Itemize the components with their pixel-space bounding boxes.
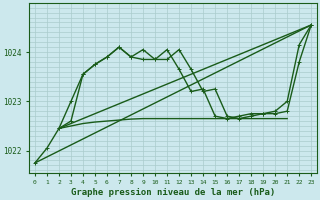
X-axis label: Graphe pression niveau de la mer (hPa): Graphe pression niveau de la mer (hPa) bbox=[71, 188, 275, 197]
